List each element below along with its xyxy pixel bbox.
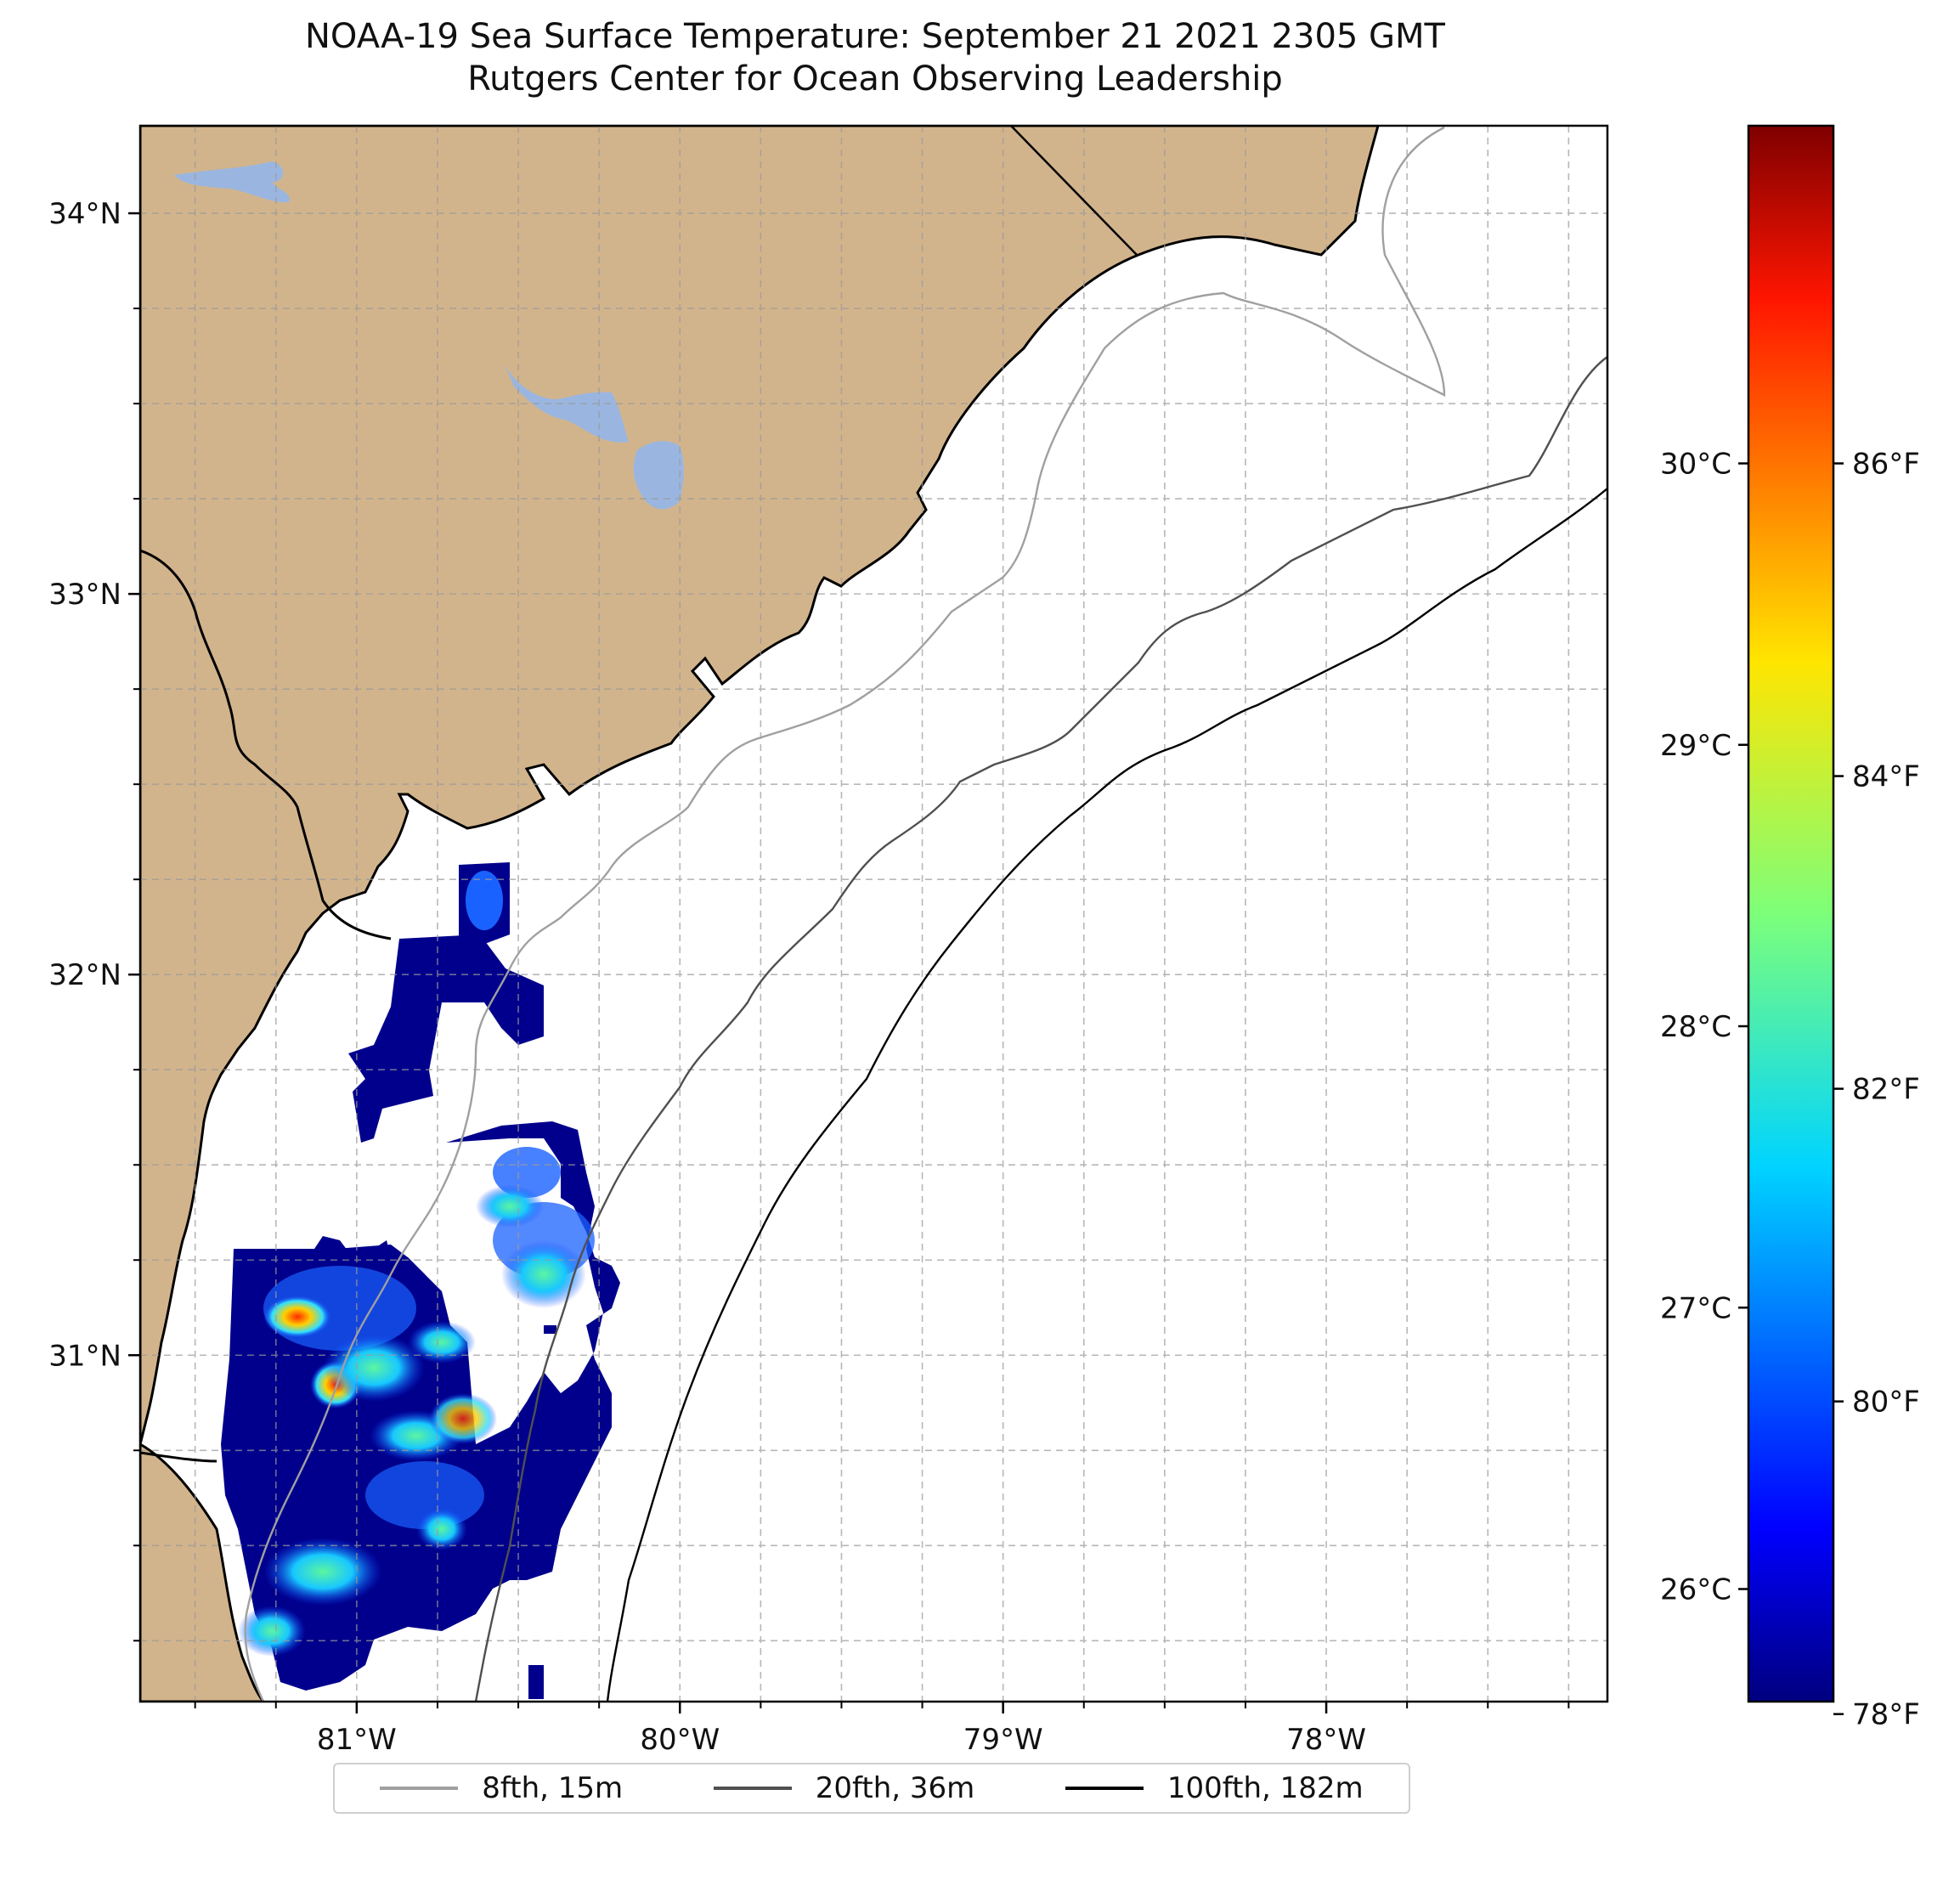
latitude-axis: 34°N 33°N 32°N 31°N xyxy=(48,197,140,1642)
legend-label-8fth: 8fth, 15m xyxy=(482,1771,624,1805)
celsius-tick-label: 26°C xyxy=(1660,1573,1731,1607)
legend-item-8fth: 8fth, 15m xyxy=(380,1771,623,1805)
lake-marion xyxy=(174,161,290,203)
celsius-tick-label: 30°C xyxy=(1660,448,1731,482)
celsius-tick-label: 28°C xyxy=(1660,1010,1731,1044)
lon-tick-label: 80°W xyxy=(640,1723,720,1757)
lake-marion-2 xyxy=(504,364,629,443)
state-border-west xyxy=(140,549,392,940)
legend-label-100fth: 100fth, 182m xyxy=(1166,1771,1364,1805)
contour-legend: 8fth, 15m 20fth, 36m 100fth, 182m xyxy=(333,1763,1410,1814)
map-frame xyxy=(138,124,1609,1703)
fahrenheit-tick-label: 78°F xyxy=(1852,1698,1920,1732)
map-title: NOAA-19 Sea Surface Temperature: Septemb… xyxy=(305,17,1445,56)
title-block: NOAA-19 Sea Surface Temperature: Septemb… xyxy=(0,15,1750,100)
state-border xyxy=(1010,126,1138,256)
lon-tick-label: 79°W xyxy=(963,1723,1043,1757)
state-border-south xyxy=(140,1451,217,1463)
lon-tick-label: 81°W xyxy=(317,1723,397,1757)
legend-swatch-8fth xyxy=(380,1787,459,1790)
celsius-tick-label: 27°C xyxy=(1660,1291,1731,1325)
map-gridlines xyxy=(140,126,1607,1702)
lake-moultrie xyxy=(633,441,684,510)
lat-tick-label: 34°N xyxy=(48,197,121,231)
fahrenheit-tick-label: 86°F xyxy=(1852,448,1920,482)
legend-swatch-100fth xyxy=(1065,1787,1144,1790)
legend-item-100fth: 100fth, 182m xyxy=(1065,1771,1364,1805)
legend-label-20fth: 20fth, 36m xyxy=(815,1771,975,1805)
longitude-axis: 81°W 80°W 79°W 78°W xyxy=(194,1702,1570,1757)
legend-item-20fth: 20fth, 36m xyxy=(713,1771,975,1805)
land-mass xyxy=(140,126,1380,1445)
legend-swatch-20fth xyxy=(713,1787,792,1790)
land-mass-south xyxy=(140,1442,265,1702)
colorbar xyxy=(1747,124,1835,1703)
fahrenheit-tick-label: 80°F xyxy=(1852,1386,1920,1420)
fahrenheit-tick-label: 82°F xyxy=(1852,1073,1920,1107)
celsius-tick-label: 29°C xyxy=(1660,729,1731,763)
contour-100fth xyxy=(606,488,1607,1702)
map-subtitle: Rutgers Center for Ocean Observing Leade… xyxy=(467,59,1283,99)
lat-tick-label: 31°N xyxy=(48,1339,121,1373)
fahrenheit-tick-label: 84°F xyxy=(1852,760,1920,794)
sst-patches xyxy=(221,862,620,1699)
lat-tick-label: 32°N xyxy=(48,958,121,992)
contour-8fth xyxy=(244,126,1446,1702)
lon-tick-label: 78°W xyxy=(1286,1723,1366,1757)
colorbar-ticks: 30°C 29°C 28°C 27°C 26°C 86°F 84°F 82°F 80°F 78°F xyxy=(1660,448,1920,1732)
contour-20fth xyxy=(474,356,1607,1702)
lat-tick-label: 33°N xyxy=(48,578,121,612)
